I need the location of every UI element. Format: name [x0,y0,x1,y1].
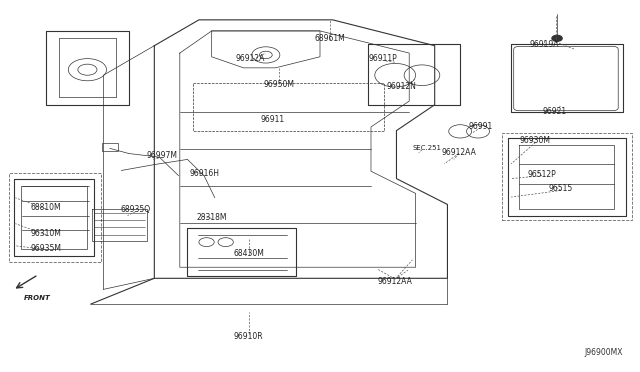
Text: 96950M: 96950M [263,80,294,89]
Text: 96916H: 96916H [189,169,219,177]
Text: 68430M: 68430M [233,249,264,258]
Circle shape [552,35,562,41]
Text: 68935Q: 68935Q [120,205,150,215]
Text: 28318M: 28318M [196,213,227,222]
Bar [20,186,88,249]
Text: 96912A: 96912A [236,54,264,63]
Text: 96991: 96991 [468,122,493,131]
Text: 96935M: 96935M [31,244,61,253]
Bar [502,133,632,220]
Text: SEC.251: SEC.251 [413,145,442,151]
Text: 68810M: 68810M [31,203,61,212]
Bar [102,143,118,151]
Text: 96912AA: 96912AA [378,277,413,286]
Text: 96512P: 96512P [527,170,556,179]
Text: 96911P: 96911P [368,54,397,63]
Text: J96900MX: J96900MX [584,347,623,357]
Text: 96997M: 96997M [147,151,177,160]
Text: 96912AA: 96912AA [442,148,476,157]
Text: 96919A: 96919A [529,41,559,49]
Text: 96930M: 96930M [520,137,551,145]
Bar [9,173,101,262]
Text: 68961M: 68961M [314,34,345,43]
Text: 96911: 96911 [260,115,284,124]
Text: FRONT: FRONT [24,295,51,301]
Text: 96310M: 96310M [31,229,61,238]
Text: 96515: 96515 [548,185,573,193]
Text: 96910R: 96910R [234,332,264,341]
Text: 96912N: 96912N [387,82,417,91]
Text: 96921: 96921 [543,107,566,116]
